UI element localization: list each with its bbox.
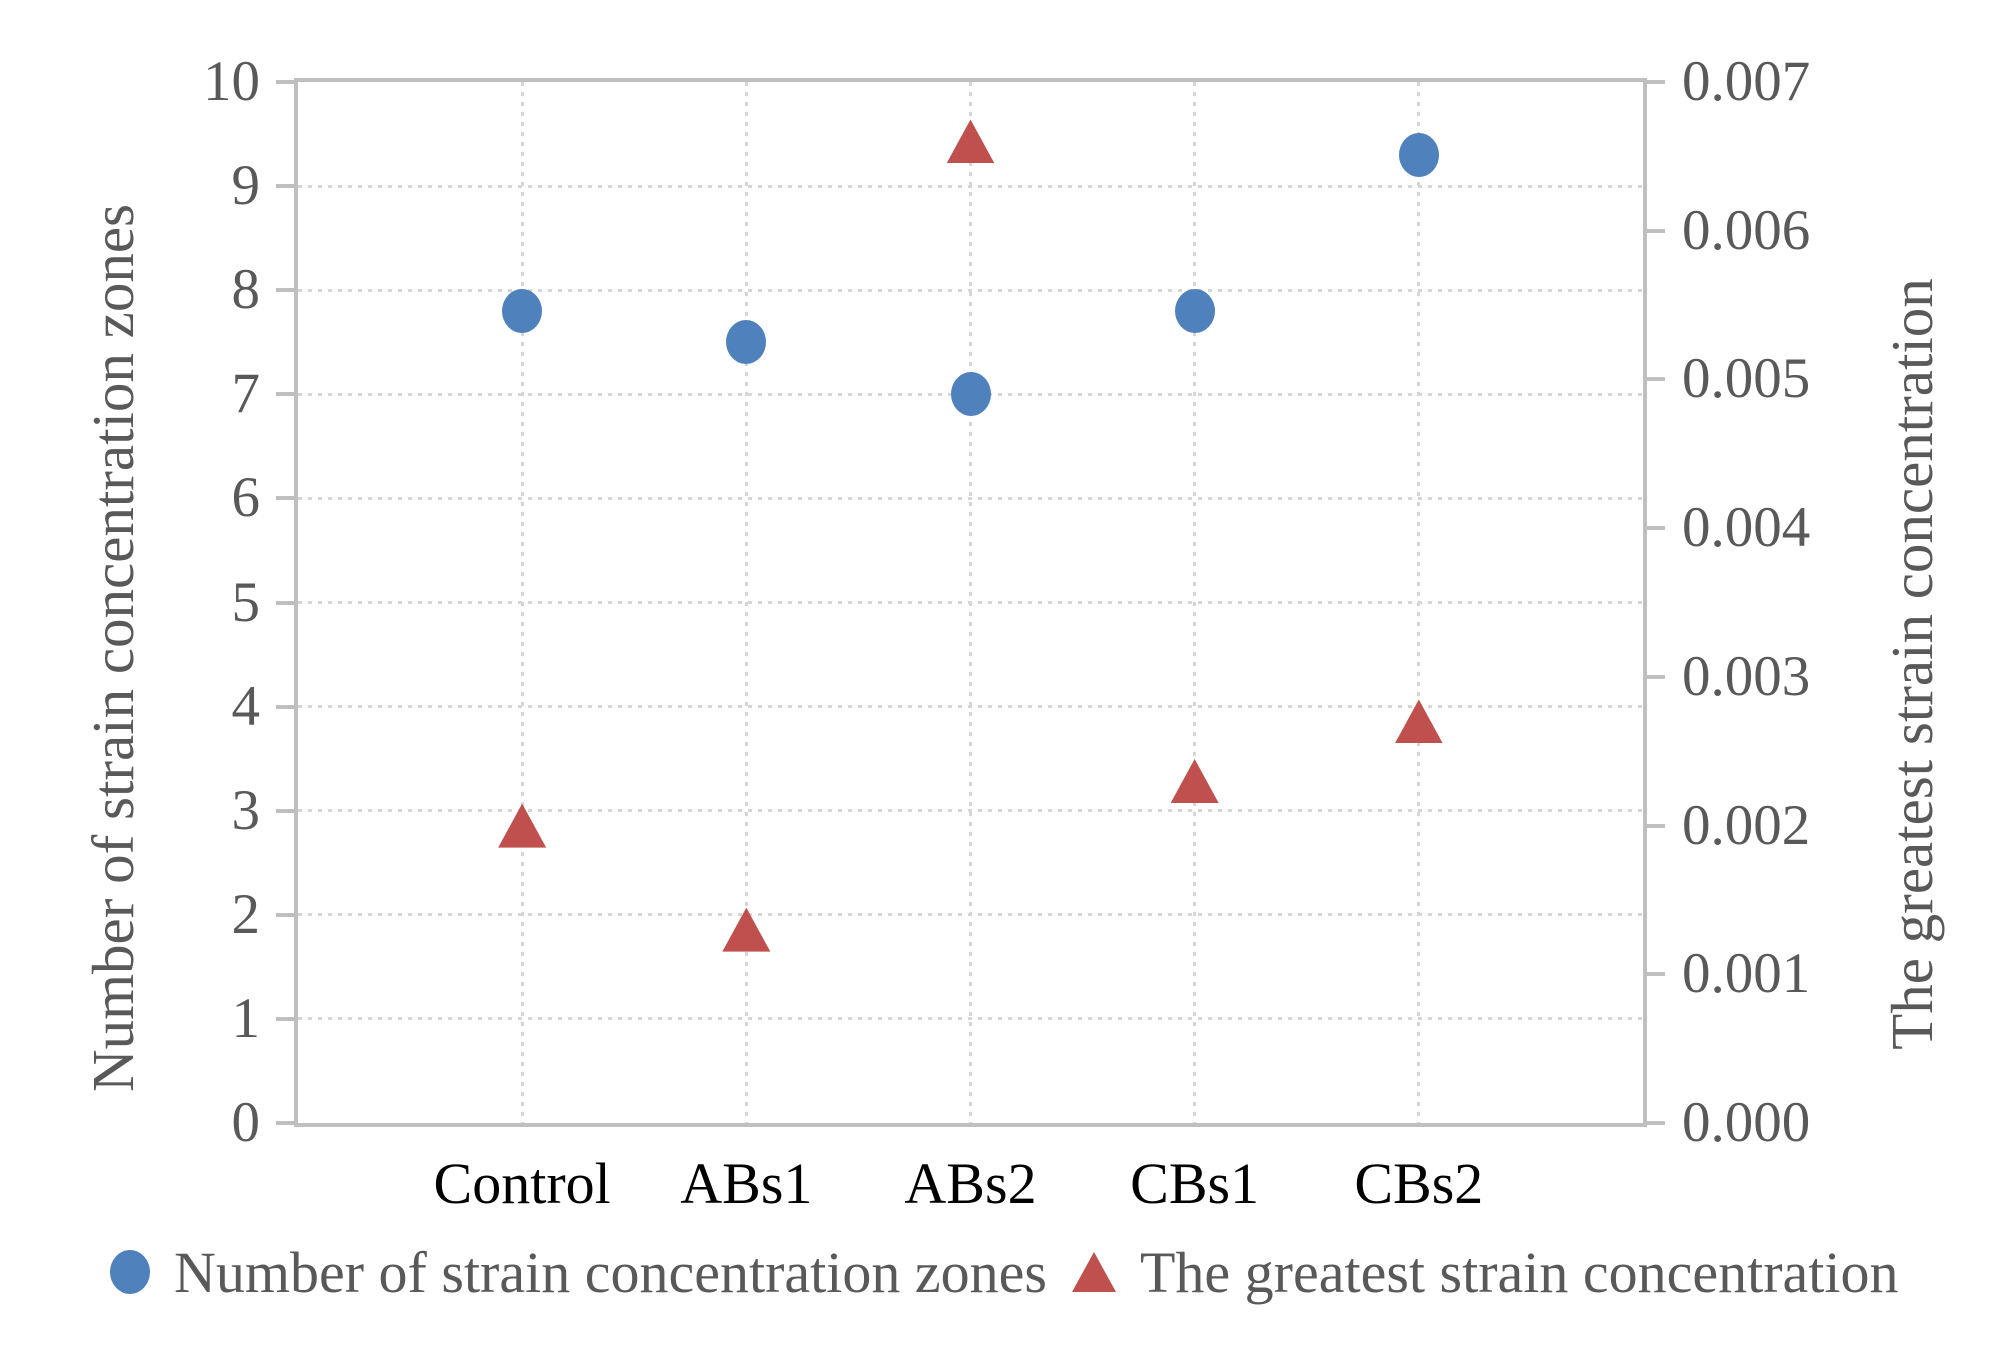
left-axis-tick xyxy=(276,80,294,84)
x-axis-category-label: ABs2 xyxy=(904,1151,1037,1216)
left-axis-tick-label: 2 xyxy=(231,882,261,946)
right-axis-tick xyxy=(1647,972,1665,977)
legend: Number of strain concentration zones The… xyxy=(0,1238,1995,1318)
data-point-circle xyxy=(726,320,767,365)
left-axis-tick xyxy=(276,496,294,501)
left-axis-tick-label: 8 xyxy=(231,258,261,322)
left-axis-tick xyxy=(276,600,294,605)
right-axis-tick xyxy=(1647,823,1665,828)
x-axis-category-label: ABs1 xyxy=(680,1151,813,1216)
data-point-circle xyxy=(1398,132,1439,177)
left-axis-tick xyxy=(276,808,294,813)
vertical-gridline xyxy=(1193,82,1197,1123)
data-point-circle xyxy=(950,372,991,417)
vertical-gridline xyxy=(1417,82,1421,1123)
vertical-gridline xyxy=(520,82,524,1123)
data-point-circle xyxy=(502,289,543,334)
legend-label-zones: Number of strain concentration zones xyxy=(174,1240,1047,1305)
vertical-gridline xyxy=(969,82,972,1123)
right-axis-tick-label: 0.006 xyxy=(1682,198,1811,262)
left-axis-tick xyxy=(276,1016,294,1021)
right-axis-tick xyxy=(1647,526,1665,531)
right-axis-tick xyxy=(1647,228,1665,233)
left-axis-tick xyxy=(276,288,294,293)
left-axis-tick-label: 6 xyxy=(231,466,261,530)
right-axis-tick-label: 0.007 xyxy=(1682,50,1811,113)
right-axis-title: The greatest strain concentration xyxy=(1879,278,1945,1050)
left-axis-title: Number of strain concentration zones xyxy=(80,204,146,1092)
left-axis-tick-label: 3 xyxy=(231,778,261,842)
left-axis-tick xyxy=(276,912,294,917)
left-axis-tick xyxy=(276,392,294,397)
right-axis-tick-label: 0.005 xyxy=(1682,347,1811,411)
left-axis-tick xyxy=(276,1121,294,1125)
left-axis-tick-label: 4 xyxy=(231,674,261,738)
legend-label-concentration: The greatest strain concentration xyxy=(1140,1240,1899,1305)
data-point-circle xyxy=(1174,289,1215,334)
right-axis-tick-label: 0.002 xyxy=(1682,793,1811,857)
left-axis-tick-label: 1 xyxy=(231,986,261,1050)
right-axis-tick xyxy=(1647,1121,1665,1125)
left-axis-tick-label: 10 xyxy=(203,50,260,113)
circle-marker-icon xyxy=(110,1250,150,1294)
right-axis-tick-label: 0.000 xyxy=(1682,1091,1811,1154)
right-axis-tick xyxy=(1647,674,1665,679)
triangle-marker-icon xyxy=(1072,1252,1116,1292)
x-axis-category-label: CBs2 xyxy=(1354,1151,1484,1216)
right-axis-tick xyxy=(1647,377,1665,382)
vertical-gridline xyxy=(744,82,748,1123)
right-axis-tick-label: 0.004 xyxy=(1682,496,1811,560)
right-axis-tick-label: 0.001 xyxy=(1682,942,1811,1006)
left-axis-tick xyxy=(276,184,294,189)
left-axis-tick-label: 5 xyxy=(231,570,261,634)
right-axis-tick-label: 0.003 xyxy=(1682,644,1811,708)
left-axis-tick-label: 0 xyxy=(231,1091,261,1154)
x-axis-category-label: Control xyxy=(433,1151,611,1216)
left-axis-tick xyxy=(276,704,294,709)
left-axis-tick-label: 9 xyxy=(231,154,261,218)
left-axis-tick-label: 7 xyxy=(231,362,261,426)
right-axis-tick xyxy=(1647,80,1665,84)
x-axis-category-label: CBs1 xyxy=(1130,1151,1260,1216)
